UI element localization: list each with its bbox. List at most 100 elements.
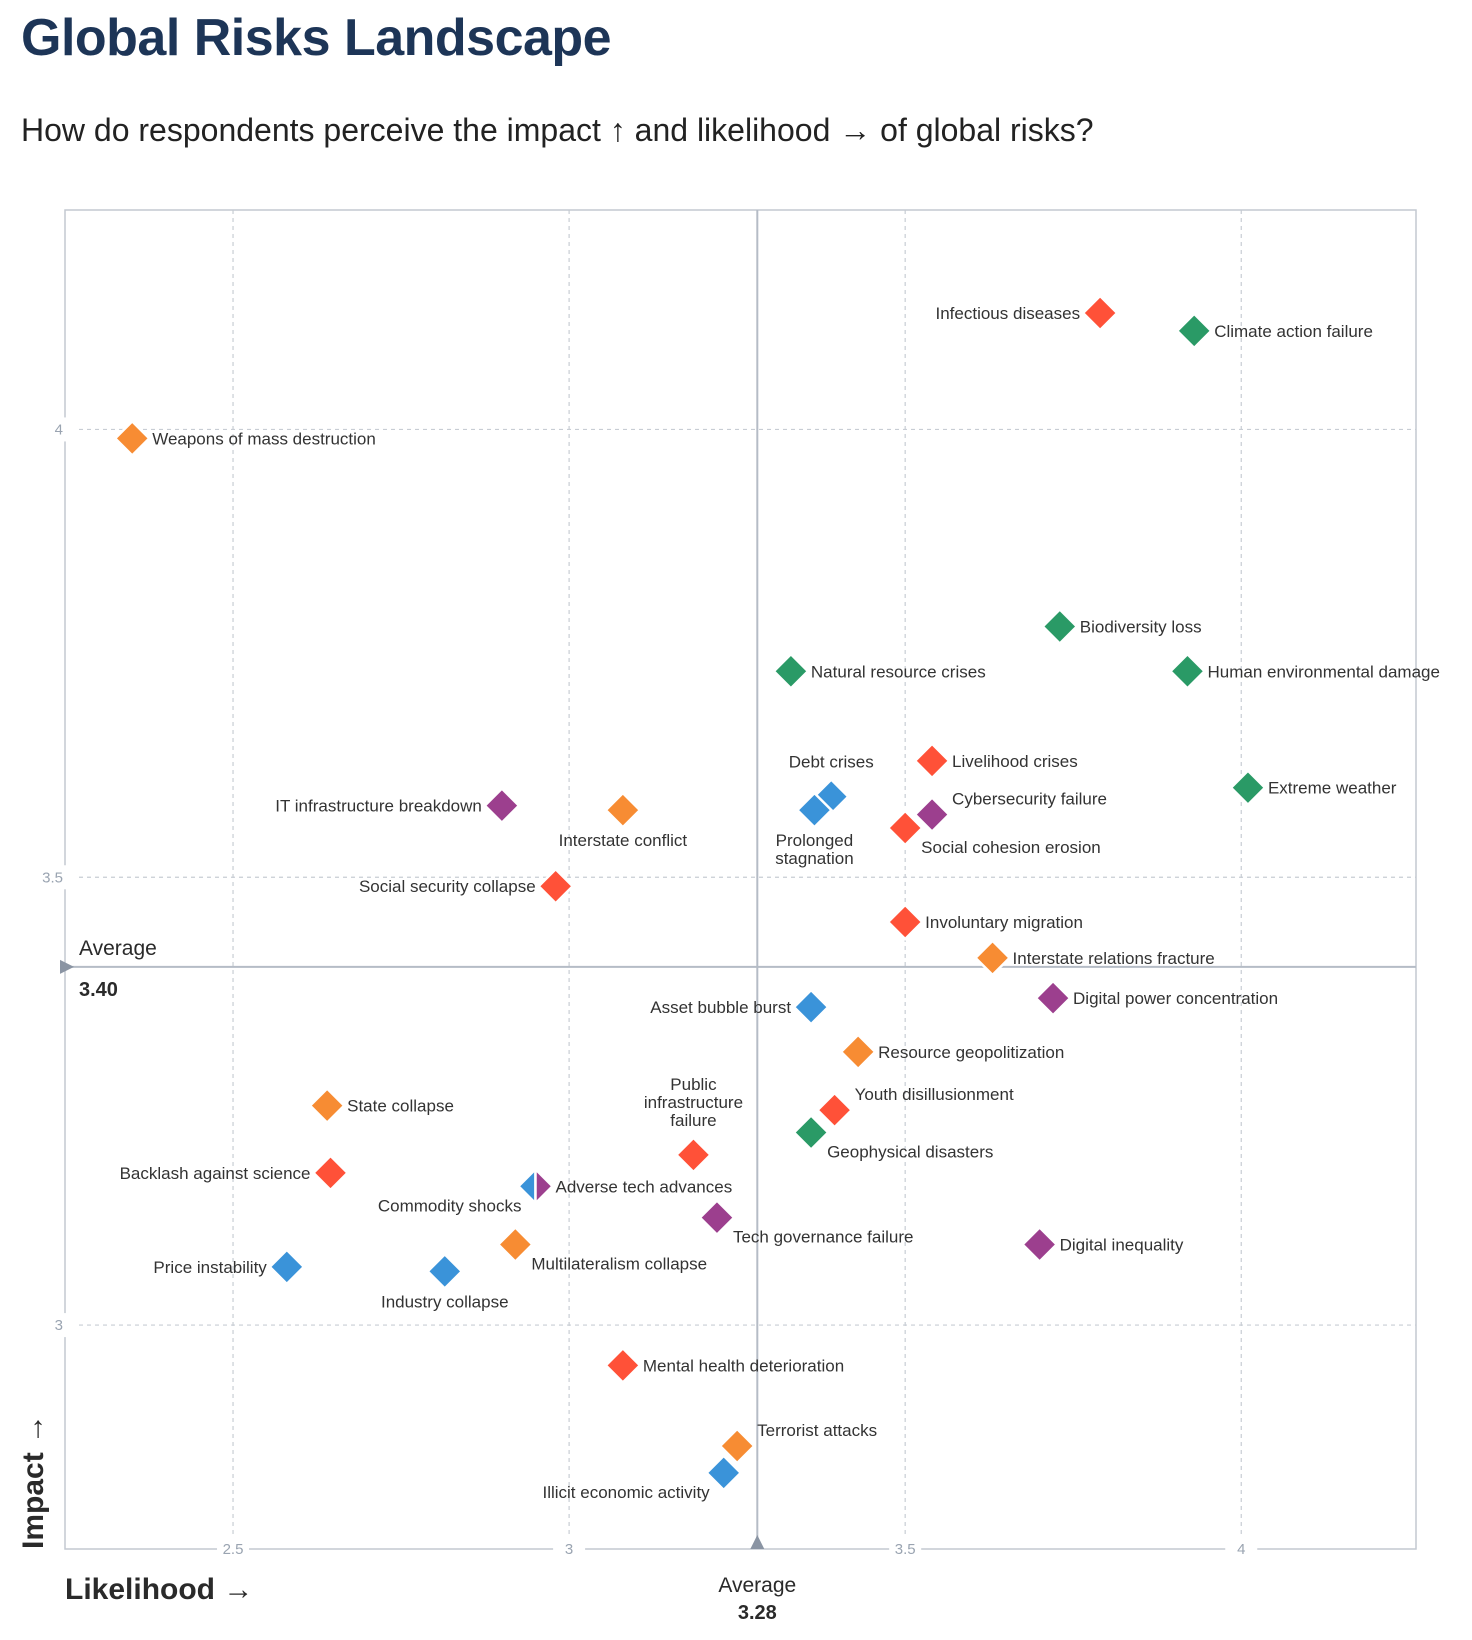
risk-point[interactable]: Public infrastructure failure [644, 1075, 743, 1174]
risk-point[interactable]: Geophysical disasters [792, 1113, 993, 1162]
risk-point[interactable]: Weapons of mass destruction [113, 419, 376, 458]
risk-diamond-marker[interactable] [1168, 652, 1207, 691]
risk-label: Weapons of mass destruction [152, 429, 376, 448]
risk-point[interactable]: Terrorist attacks [718, 1421, 877, 1465]
risk-label-line: Climate action failure [1214, 322, 1373, 341]
risk-diamond-marker[interactable] [674, 1136, 713, 1174]
x-tick-label: 3.5 [895, 1541, 916, 1558]
risk-label-line: failure [670, 1111, 716, 1130]
risk-diamond-marker[interactable] [718, 1427, 756, 1465]
risk-point[interactable]: Industry collapse [381, 1252, 509, 1311]
risk-diamond-marker[interactable] [792, 988, 830, 1026]
y-tick-bg [61, 1313, 69, 1338]
risk-point[interactable]: Interstate conflict [559, 791, 688, 850]
risk-diamond-marker[interactable] [1081, 294, 1119, 332]
risk-point[interactable]: Livelihood crises [913, 742, 1078, 780]
risk-diamond-marker[interactable] [913, 795, 951, 834]
risk-point[interactable]: Adverse tech advances [534, 1166, 732, 1207]
risk-diamond-marker[interactable] [425, 1252, 464, 1291]
risk-diamond-marker[interactable] [1034, 979, 1072, 1017]
risk-point[interactable]: Prolonged stagnation [775, 791, 854, 868]
risk-point[interactable]: Climate action failure [1175, 312, 1373, 350]
risk-point[interactable]: Price instability [153, 1248, 306, 1286]
risk-diamond-marker[interactable] [1229, 768, 1267, 807]
risk-diamond-marker[interactable] [1041, 607, 1079, 646]
risk-point[interactable]: Digital power concentration [1034, 979, 1278, 1017]
x-tick-bg [553, 1545, 586, 1553]
page-subtitle: How do respondents perceive the impact ↑… [21, 112, 1094, 148]
risk-diamond-marker[interactable] [815, 1091, 854, 1129]
risk-diamond-marker[interactable] [1175, 312, 1213, 350]
risk-label-line: State collapse [347, 1097, 454, 1116]
risk-point[interactable]: Tech governance failure [698, 1198, 914, 1247]
risk-point[interactable]: Infectious diseases [936, 294, 1119, 332]
risk-diamond-marker[interactable] [704, 1454, 743, 1492]
risk-diamond-marker[interactable] [308, 1086, 346, 1125]
y-tick-label: 3.5 [42, 869, 63, 886]
y-average-value: 3.40 [79, 979, 118, 1001]
risk-diamond-marker[interactable] [913, 742, 951, 780]
risk-diamond-marker[interactable] [534, 1166, 555, 1207]
risk-diamond-marker[interactable] [772, 652, 810, 691]
risk-diamond-marker[interactable] [311, 1154, 350, 1192]
x-tick-bg [1225, 1545, 1258, 1553]
risk-diamond-marker[interactable] [536, 867, 575, 905]
risk-point[interactable]: Commodity shocks [378, 1166, 537, 1215]
risk-label: Involuntary migration [925, 913, 1083, 932]
risk-point[interactable]: Social security collapse [359, 867, 575, 905]
risk-label-line: Debt crises [789, 753, 874, 772]
risk-point[interactable]: Extreme weather [1229, 768, 1397, 807]
risk-label: IT infrastructure breakdown [275, 797, 482, 816]
y-tick-label: 3 [55, 1317, 63, 1334]
risk-label: Resource geopolitization [878, 1043, 1064, 1062]
x-tick-label: 3 [565, 1541, 573, 1558]
risk-point[interactable]: Digital inequality [1020, 1225, 1184, 1264]
risk-diamond-marker[interactable] [496, 1225, 535, 1264]
risk-point[interactable]: Social cohesion erosion [886, 809, 1101, 857]
risk-label: Interstate relations fracture [1013, 949, 1215, 968]
risk-point[interactable]: Asset bubble burst [650, 988, 830, 1026]
risk-diamond-marker[interactable] [973, 939, 1012, 977]
risk-label: Biodiversity loss [1080, 617, 1202, 636]
risk-label: Tech governance failure [733, 1228, 914, 1247]
risk-point[interactable]: Human environmental damage [1168, 652, 1440, 691]
risk-label: Youth disillusionment [855, 1085, 1014, 1104]
risk-diamond-marker[interactable] [886, 809, 924, 847]
risk-point[interactable]: Resource geopolitization [839, 1033, 1064, 1071]
risk-point[interactable]: State collapse [308, 1086, 454, 1125]
x-average-value: 3.28 [738, 1602, 777, 1624]
risk-diamond-marker[interactable] [792, 1113, 830, 1152]
risk-point[interactable]: Multilateralism collapse [496, 1225, 707, 1273]
risk-diamond-marker[interactable] [113, 419, 151, 458]
risk-point[interactable]: Biodiversity loss [1041, 607, 1202, 646]
risk-point[interactable]: Natural resource crises [772, 652, 986, 691]
risk-point[interactable]: Mental health deterioration [604, 1346, 844, 1385]
risk-diamond-marker[interactable] [604, 1346, 642, 1385]
risk-label: Industry collapse [381, 1292, 509, 1311]
risk-diamond-marker[interactable] [795, 791, 834, 829]
grid-layer [79, 210, 1416, 1535]
risk-diamond-marker[interactable] [839, 1033, 877, 1071]
risk-diamond-marker[interactable] [268, 1248, 306, 1286]
risk-label: Asset bubble burst [650, 998, 791, 1017]
risk-point[interactable]: Interstate relations fracture [973, 939, 1215, 977]
y-tick-label: 4 [55, 421, 63, 438]
risk-point[interactable]: Backlash against science [120, 1154, 350, 1192]
risk-diamond-marker[interactable] [698, 1198, 736, 1237]
risk-label: Livelihood crises [952, 752, 1078, 771]
risk-label-line: Mental health deterioration [643, 1356, 844, 1375]
risk-point[interactable]: Cybersecurity failure [913, 790, 1107, 834]
risk-label: Illicit economic activity [542, 1483, 710, 1502]
risk-diamond-marker[interactable] [604, 791, 642, 829]
risk-point[interactable]: Youth disillusionment [815, 1085, 1014, 1129]
risk-label-line: Extreme weather [1268, 779, 1397, 798]
risk-diamond-marker[interactable] [886, 903, 924, 941]
risk-point[interactable]: IT infrastructure breakdown [275, 786, 521, 825]
risk-point[interactable]: Involuntary migration [886, 903, 1083, 941]
risk-diamond-marker[interactable] [483, 786, 521, 825]
risk-diamond-marker[interactable] [1020, 1225, 1059, 1264]
x-tick-bg [889, 1545, 922, 1553]
risk-label: Terrorist attacks [757, 1421, 877, 1440]
page-title: Global Risks Landscape [21, 9, 612, 67]
risk-point[interactable]: Illicit economic activity [542, 1454, 743, 1502]
